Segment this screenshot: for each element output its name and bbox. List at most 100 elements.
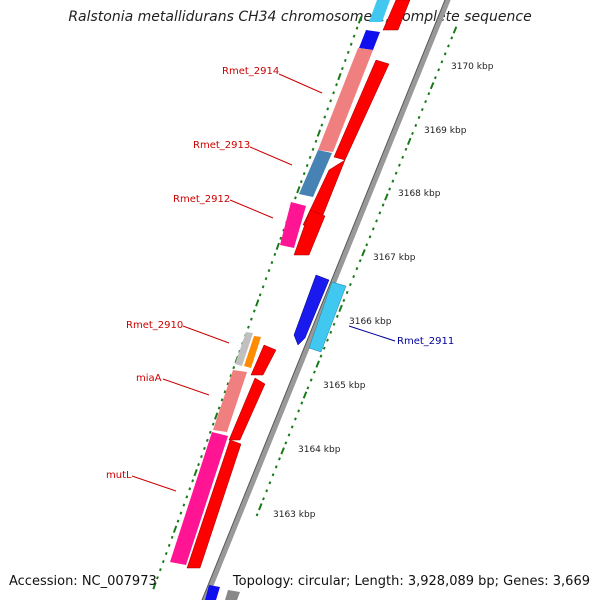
minor-tick (424, 100, 427, 104)
minor-tick (335, 83, 338, 87)
cyan-block[interactable] (369, 0, 390, 22)
minor-tick (343, 58, 347, 62)
minor-tick (341, 66, 344, 71)
minor-tick (282, 228, 286, 232)
cds-arrow[interactable] (293, 209, 326, 256)
minor-tick (450, 36, 454, 40)
minor-tick (294, 196, 297, 200)
major-tick (452, 26, 458, 34)
minor-tick (323, 115, 327, 119)
minor-tick (273, 252, 277, 256)
minor-tick (274, 465, 278, 469)
minor-tick (437, 68, 441, 72)
minor-tick (229, 374, 233, 378)
backbone-shadow (201, 0, 446, 600)
minor-tick (388, 187, 392, 191)
minor-tick (401, 155, 405, 159)
minor-tick (411, 131, 414, 135)
minor-tick (352, 34, 356, 38)
minor-tick (297, 409, 301, 413)
minor-tick (355, 267, 359, 271)
gene-label-rmet-2910[interactable]: Rmet_2910 (126, 320, 183, 331)
minor-tick (271, 473, 275, 477)
leader-line (182, 325, 230, 344)
blue-reverse-arrow[interactable] (293, 274, 330, 346)
minor-tick (255, 513, 259, 517)
minor-tick (427, 92, 431, 96)
cds-arrow[interactable] (250, 344, 277, 376)
blue-block[interactable] (359, 30, 380, 50)
cds-arrow[interactable] (382, 0, 411, 31)
minor-tick (378, 211, 382, 215)
major-tick (172, 525, 178, 533)
gene-label-rmet-2911[interactable]: Rmet_2911 (397, 336, 454, 347)
major-tick (337, 72, 342, 81)
minor-tick (252, 309, 256, 313)
minor-tick (352, 275, 356, 279)
cds-arrow[interactable] (186, 439, 242, 569)
minor-tick (433, 76, 437, 80)
rrna-block-miaA[interactable] (213, 370, 247, 432)
scale-label-layer: 3170 kbp 3169 kbp 3168 kbp 3167 kbp 3166… (273, 62, 494, 520)
minor-tick (414, 123, 418, 128)
minor-tick (250, 317, 253, 321)
minor-tick (332, 322, 336, 326)
outer-tick-track (255, 26, 458, 517)
minor-tick (167, 543, 171, 547)
genome-summary: Topology: circular; Length: 3,928,089 bp… (232, 574, 590, 589)
minor-tick (348, 282, 352, 287)
minor-tick (164, 551, 168, 556)
major-tick (280, 447, 285, 455)
cyan-reverse-arrow[interactable] (308, 281, 347, 353)
minor-tick (417, 115, 421, 120)
minor-tick (368, 235, 372, 239)
minor-tick (335, 314, 339, 318)
minor-tick (200, 454, 203, 459)
minor-tick (182, 503, 186, 507)
major-tick (152, 582, 157, 590)
leader-line (162, 378, 210, 396)
cds-arrow[interactable] (228, 377, 266, 441)
blue-block-bottom[interactable] (205, 585, 220, 600)
grey-block-bottom[interactable] (225, 590, 240, 600)
gene-label-rmet-2912[interactable]: Rmet_2912 (173, 194, 230, 205)
gene-label-rmet-2913[interactable]: Rmet_2913 (193, 140, 250, 151)
minor-tick (188, 487, 192, 491)
magenta-block-mutL[interactable] (170, 432, 228, 565)
magenta-block-2912[interactable] (280, 202, 306, 248)
minor-tick (358, 259, 362, 263)
minor-tick (440, 60, 444, 64)
minor-tick (264, 277, 268, 281)
major-tick (302, 391, 308, 399)
minor-tick (197, 463, 200, 467)
major-tick (384, 193, 389, 201)
minor-tick (355, 26, 359, 30)
gene-label-mutl[interactable]: mutL (106, 470, 132, 481)
minor-tick (208, 430, 212, 434)
gene-label-rmet-2914[interactable]: Rmet_2914 (222, 66, 279, 77)
gene-label-miaa[interactable]: miaA (136, 373, 162, 384)
leader-line (229, 199, 274, 219)
minor-tick (349, 42, 353, 46)
rrna-block-2914[interactable] (318, 48, 373, 152)
minor-tick (314, 139, 318, 143)
minor-tick (270, 260, 274, 265)
major-tick (357, 16, 363, 24)
minor-tick (226, 382, 230, 386)
forward-cds-track (186, 0, 411, 569)
minor-tick (346, 50, 350, 54)
grey-block-2910[interactable] (235, 332, 253, 366)
minor-tick (342, 298, 346, 303)
minor-tick (394, 171, 398, 175)
minor-tick (299, 180, 303, 184)
gene-label-layer: Rmet_2914 Rmet_2913 Rmet_2912 Rmet_2910 … (106, 66, 454, 492)
orange-block[interactable] (244, 336, 261, 368)
minor-tick (287, 433, 291, 437)
steelblue-block-2913[interactable] (299, 150, 332, 197)
minor-tick (170, 535, 174, 539)
major-tick (214, 412, 219, 420)
major-tick (193, 469, 198, 477)
minor-tick (267, 269, 271, 273)
minor-tick (420, 107, 424, 112)
